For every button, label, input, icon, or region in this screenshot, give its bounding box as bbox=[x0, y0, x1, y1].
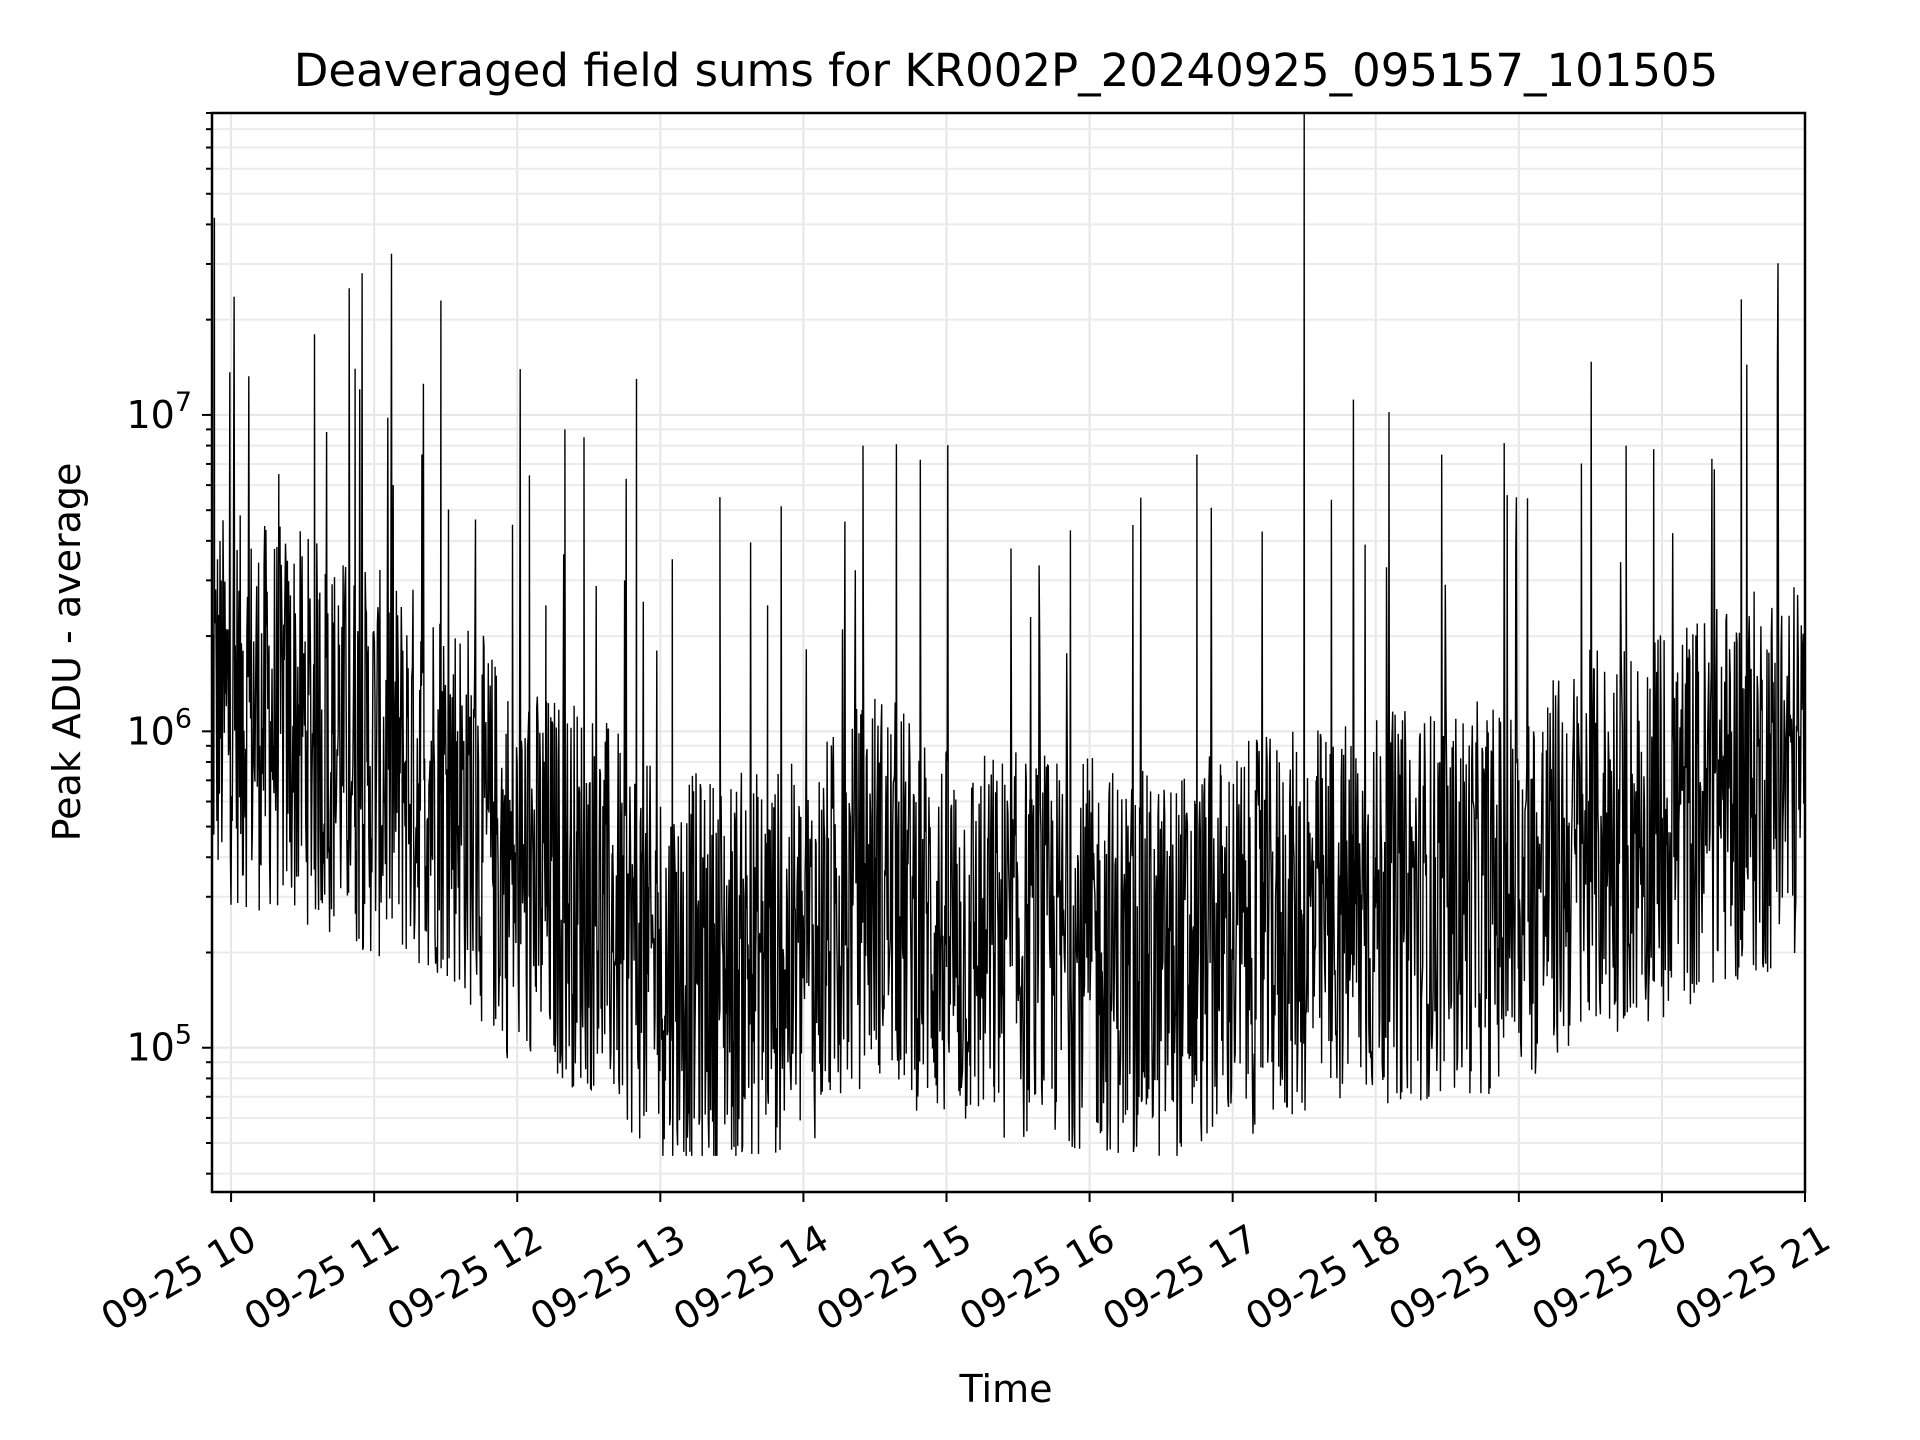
y-tick-label: 106 bbox=[126, 703, 192, 753]
x-tick-label: 09-25 18 bbox=[1238, 1216, 1408, 1340]
chart-title: Deaveraged field sums for KR002P_2024092… bbox=[294, 44, 1718, 97]
grid bbox=[212, 112, 1806, 1192]
x-axis-label: Time bbox=[959, 1367, 1053, 1411]
x-tick-label: 09-25 12 bbox=[380, 1216, 550, 1340]
x-tick-label: 09-25 11 bbox=[237, 1216, 407, 1340]
series-layer bbox=[211, 112, 1806, 1156]
y-axis: 105 106 107 bbox=[126, 112, 212, 1175]
y-tick-label: 105 bbox=[126, 1020, 192, 1070]
y-axis-label: Peak ADU - average bbox=[45, 463, 89, 842]
x-tick-label: 09-25 15 bbox=[809, 1216, 979, 1340]
x-tick-label: 09-25 10 bbox=[94, 1216, 264, 1340]
x-tick-label: 09-25 20 bbox=[1524, 1216, 1694, 1340]
y-tick-label: 107 bbox=[126, 387, 192, 437]
x-tick-label: 09-25 13 bbox=[523, 1216, 693, 1340]
series-line bbox=[211, 112, 1806, 1156]
x-tick-label: 09-25 21 bbox=[1668, 1216, 1838, 1340]
x-tick-label: 09-25 17 bbox=[1095, 1216, 1265, 1340]
x-tick-label: 09-25 19 bbox=[1381, 1216, 1551, 1340]
plot-frame bbox=[210, 111, 1807, 1194]
x-tick-label: 09-25 16 bbox=[952, 1216, 1122, 1340]
x-tick-label: 09-25 14 bbox=[666, 1216, 836, 1340]
